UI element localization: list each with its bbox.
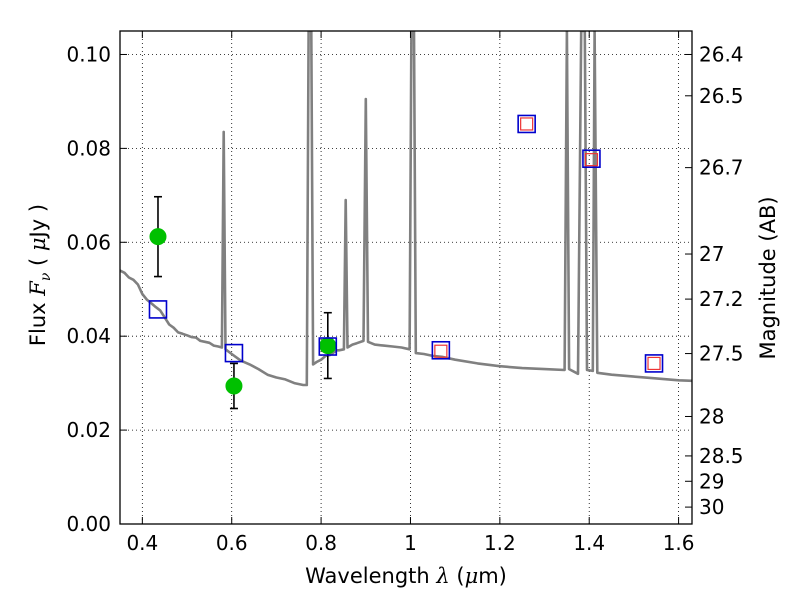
right-axis-label: Magnitude (AB) [756, 196, 780, 359]
model-flux-square [517, 114, 536, 134]
model-flux-square [148, 300, 168, 319]
y-tick-label: 0.08 [66, 136, 111, 160]
model-flux-square [431, 340, 451, 360]
observed-flux-point [149, 228, 167, 246]
observed-flux-point [225, 377, 243, 395]
mag-tick-label: 27.5 [699, 342, 744, 366]
y-tick-label: 0.10 [66, 42, 111, 66]
y-tick-label: 0.00 [66, 512, 111, 536]
x-tick-label: 1.6 [663, 531, 695, 555]
grid-lines [120, 31, 692, 525]
y-axis-label: Flux Fν ( μJy ) [26, 204, 54, 346]
mag-tick-label: 26.7 [699, 156, 744, 180]
mag-tick-label: 27.2 [699, 287, 744, 311]
mag-tick-label: 26.4 [699, 42, 744, 66]
y-tick-label: 0.06 [66, 230, 111, 254]
plot-frame [119, 30, 693, 525]
x-tick-label: 1.4 [573, 531, 605, 555]
predicted-flux-square [434, 344, 448, 358]
model-flux-square [582, 149, 601, 169]
mag-tick-label: 28 [699, 404, 724, 428]
mag-tick-label: 28.5 [699, 444, 744, 468]
plot-area [120, 31, 692, 410]
mag-tick-label: 30 [699, 495, 724, 519]
predicted-flux-square [520, 117, 534, 131]
x-axis-label: Wavelength λ (μm) [305, 564, 507, 588]
mag-tick-label: 29 [699, 469, 724, 493]
y-tick-label: 0.02 [66, 418, 111, 442]
model-flux-square [224, 343, 244, 363]
sed-model-line [120, 31, 692, 387]
mag-tick-label: 27 [699, 242, 724, 266]
predicted-flux-square [647, 356, 661, 371]
x-tick-label: 0.6 [216, 531, 248, 555]
axis-ticks: 0.4 0.6 0.8 1 1.2 1.4 1.6 0.00 0.02 0.04 0.06 0.08 0… [66, 31, 744, 555]
x-tick-label: 0.4 [126, 531, 158, 555]
x-tick-label: 0.8 [305, 531, 337, 555]
mag-tick-label: 26.5 [699, 84, 744, 108]
y-tick-label: 0.04 [66, 324, 111, 348]
model-flux-square [644, 354, 664, 373]
predicted-flux-square [584, 153, 599, 167]
x-tick-label: 1.2 [484, 531, 516, 555]
model-flux-square [318, 337, 338, 356]
observed-flux-point [319, 337, 337, 355]
x-tick-label: 1 [404, 531, 417, 555]
